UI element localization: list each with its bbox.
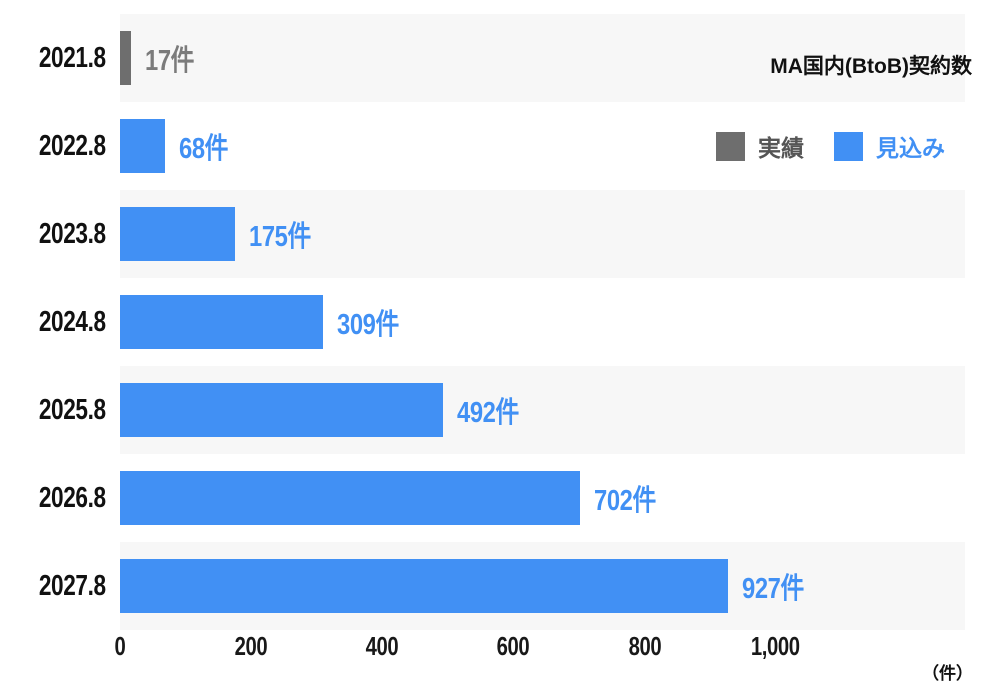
y-axis-label: 2022.8 <box>0 102 106 190</box>
x-tick-text: 200 <box>234 631 268 661</box>
y-axis-label-text: 2022.8 <box>39 129 106 162</box>
x-tick-text: 0 <box>114 631 126 661</box>
bar-value-label: 175件 <box>249 190 324 278</box>
x-tick-text: 600 <box>496 631 530 661</box>
legend-swatch <box>716 131 745 161</box>
legend-swatch <box>834 131 863 161</box>
legend: 実績 見込み <box>716 120 945 172</box>
y-axis-label: 2021.8 <box>0 14 106 102</box>
x-tick-label: 600 <box>443 631 583 662</box>
bar-value-text: 175件 <box>248 221 311 253</box>
legend-item: 見込み <box>834 129 945 163</box>
chart-row: 68件 <box>120 102 965 190</box>
bar-value-label: 17件 <box>145 14 205 102</box>
legend-label: 実績 <box>758 135 804 161</box>
bar <box>120 119 165 173</box>
chart-row: 927件 <box>120 542 965 630</box>
bar-value-text: 492件 <box>456 397 519 429</box>
bar-value-label: 927件 <box>742 542 817 630</box>
x-tick-label: 1,000 <box>706 631 846 662</box>
legend-item: 実績 <box>716 129 804 163</box>
x-tick-label: 200 <box>181 631 321 662</box>
x-tick-text: 1,000 <box>751 631 800 661</box>
x-tick-label: 0 <box>50 631 190 662</box>
y-axis-label: 2023.8 <box>0 190 106 278</box>
y-axis-label: 2027.8 <box>0 542 106 630</box>
bar-value-text: 68件 <box>178 133 228 165</box>
chart-row: 309件 <box>120 278 965 366</box>
y-axis-label-text: 2024.8 <box>39 305 106 338</box>
x-tick-text: 800 <box>628 631 661 661</box>
bar <box>120 207 235 261</box>
bar <box>120 295 323 349</box>
bar-value-label: 492件 <box>457 366 532 454</box>
chart-row: 175件 <box>120 190 965 278</box>
y-axis-label: 2025.8 <box>0 366 106 454</box>
y-axis-label-text: 2026.8 <box>39 481 106 514</box>
bar <box>120 383 443 437</box>
chart-row: 492件 <box>120 366 965 454</box>
bar-value-text: 702件 <box>594 485 657 517</box>
y-axis-label: 2024.8 <box>0 278 106 366</box>
bar-value-label: 68件 <box>179 102 239 190</box>
bar <box>120 471 581 525</box>
chart-row: 17件 <box>120 14 965 102</box>
y-axis-label: 2026.8 <box>0 454 106 542</box>
bar-value-text: 927件 <box>741 573 804 605</box>
bar-value-text: 309件 <box>336 309 399 341</box>
y-axis-label-text: 2021.8 <box>39 41 106 74</box>
bar <box>120 31 132 85</box>
bar-value-text: 17件 <box>145 45 195 77</box>
x-tick-text: 400 <box>365 631 399 661</box>
y-axis-label-text: 2023.8 <box>39 217 106 250</box>
x-tick-label: 400 <box>312 631 452 662</box>
bar <box>120 559 728 613</box>
chart-title: MA国内(BtoB)契約数 <box>770 55 972 78</box>
chart-row: 702件 <box>120 454 965 542</box>
plot-area: 17件 68件 175件 309件 492件 702件 927件 <box>120 14 965 630</box>
y-axis-label-text: 2027.8 <box>39 569 106 602</box>
axis-unit-label: （件） <box>922 664 973 683</box>
x-tick-label: 800 <box>574 631 714 662</box>
bar-value-label: 309件 <box>337 278 412 366</box>
legend-label: 見込み <box>876 135 945 161</box>
bar-value-label: 702件 <box>594 454 669 542</box>
y-axis-label-text: 2025.8 <box>39 393 106 426</box>
